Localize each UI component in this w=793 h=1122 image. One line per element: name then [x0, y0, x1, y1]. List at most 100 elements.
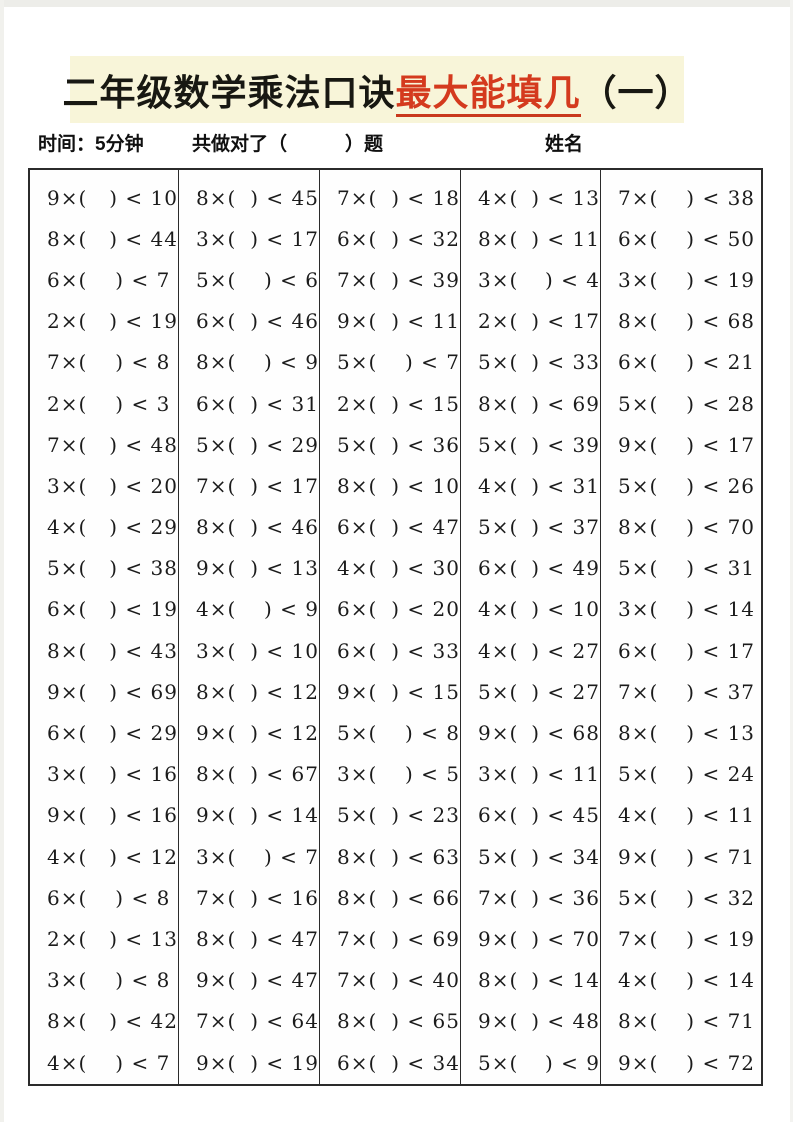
- problem-right-text: ) < 32: [391, 226, 460, 251]
- problem-left-text: 9×(: [337, 679, 378, 704]
- problem-right-text: ) < 49: [531, 556, 600, 581]
- problem-cell: 3×() < 14: [601, 589, 761, 630]
- problem-cell: 4×() < 11: [601, 795, 761, 836]
- problem-left-text: 8×(: [478, 226, 519, 251]
- problem-left-text: 3×(: [618, 267, 659, 292]
- problem-cell: 4×() < 31: [461, 465, 600, 506]
- problem-cell: 8×() < 68: [601, 301, 761, 342]
- problem-left-text: 3×(: [47, 473, 88, 498]
- problem-right-text: ) < 48: [531, 1009, 600, 1034]
- problem-right-text: ) < 38: [686, 185, 756, 210]
- problem-right-text: ) < 40: [391, 968, 460, 993]
- problem-left-text: 7×(: [618, 679, 659, 704]
- problem-right-text: ) < 15: [391, 391, 460, 416]
- problem-cell: 5×() < 8: [320, 712, 460, 753]
- problem-left-text: 7×(: [196, 885, 237, 910]
- problem-right-text: ) < 44: [109, 226, 178, 251]
- problem-cell: 3×() < 8: [30, 960, 178, 1001]
- problem-left-text: 4×(: [618, 803, 659, 828]
- problem-cell: 5×() < 27: [461, 671, 600, 712]
- problem-cell: 6×() < 19: [30, 589, 178, 630]
- problem-cell: 9×() < 19: [179, 1042, 319, 1083]
- scan-edge-top: [0, 0, 793, 7]
- problem-right-text: ) < 19: [686, 926, 756, 951]
- problem-right-text: ) < 14: [531, 968, 600, 993]
- problem-cell: 7×() < 37: [601, 671, 761, 712]
- problem-left-text: 5×(: [618, 473, 659, 498]
- problem-right-text: ) < 69: [531, 391, 600, 416]
- problem-right-text: ) < 24: [686, 762, 756, 787]
- problem-right-text: ) < 10: [391, 473, 460, 498]
- problem-left-text: 3×(: [47, 762, 88, 787]
- problem-right-text: ) < 16: [109, 762, 178, 787]
- problem-right-text: ) < 13: [109, 926, 178, 951]
- problem-left-text: 9×(: [196, 1050, 237, 1075]
- problem-cell: 9×() < 13: [179, 548, 319, 589]
- problem-right-text: ) < 28: [686, 391, 756, 416]
- problem-cell: 2×() < 15: [320, 383, 460, 424]
- problem-right-text: ) < 46: [250, 309, 319, 334]
- problem-cell: 7×() < 69: [320, 918, 460, 959]
- problem-left-text: 8×(: [196, 679, 237, 704]
- problem-left-text: 9×(: [196, 556, 237, 581]
- grid-column-3: 7×() < 18 6×() < 32 7×() < 39 9×() < 11 5×()…: [320, 170, 461, 1084]
- problem-right-text: ) < 70: [531, 926, 600, 951]
- page-title: 二年级数学乘法口诀最大能填几（一）: [62, 64, 691, 117]
- problem-left-text: 8×(: [337, 885, 378, 910]
- problem-cell: 6×() < 29: [30, 712, 178, 753]
- problem-cell: 3×() < 17: [179, 218, 319, 259]
- problem-cell: 3×( ) < 16: [30, 754, 178, 795]
- problem-cell: 8×() < 12: [179, 671, 319, 712]
- score-close-text: ）题: [345, 134, 384, 155]
- problem-left-text: 2×(: [47, 926, 88, 951]
- problem-right-text: ) < 47: [250, 926, 319, 951]
- problem-left-text: 8×(: [337, 844, 378, 869]
- problem-left-text: 6×(: [618, 226, 659, 251]
- scan-edge-right: [790, 0, 793, 1122]
- problem-right-text: ) < 12: [250, 721, 319, 746]
- problem-cell: 7×() < 18: [320, 177, 460, 218]
- problem-cell: 9×() < 69: [30, 671, 178, 712]
- problem-left-text: 3×(: [337, 762, 378, 787]
- problem-right-text: ) < 17: [531, 309, 600, 334]
- problem-left-text: 3×(: [196, 844, 237, 869]
- problem-right-text: ) < 31: [531, 473, 600, 498]
- problem-left-text: 5×(: [478, 1050, 519, 1075]
- time-label: 时间：5分钟: [38, 134, 144, 155]
- problem-left-text: 8×(: [337, 473, 378, 498]
- problem-cell: 8×() < 44: [30, 218, 178, 259]
- problem-cell: 6×() < 8: [30, 877, 178, 918]
- problem-cell: 6×() < 31: [179, 383, 319, 424]
- problem-cell: 5×() < 34: [461, 836, 600, 877]
- problem-left-text: 7×(: [618, 185, 659, 210]
- problem-right-text: ) < 33: [391, 638, 460, 663]
- problem-cell: 4×() < 9: [179, 589, 319, 630]
- problem-right-text: ) < 34: [391, 1050, 460, 1075]
- problem-cell: 7×() < 19: [601, 918, 761, 959]
- problem-left-text: 7×(: [337, 926, 378, 951]
- problem-cell: 9×() < 15: [320, 671, 460, 712]
- problem-cell: 5×() < 37: [461, 507, 600, 548]
- problem-right-text: ) < 18: [391, 185, 460, 210]
- problem-cell: 4×() < 29: [30, 507, 178, 548]
- problem-left-text: 9×(: [196, 721, 237, 746]
- problem-right-text: ) < 31: [250, 391, 319, 416]
- problem-right-text: ) < 5: [405, 762, 460, 787]
- problem-left-text: 9×(: [196, 968, 237, 993]
- problem-left-text: 4×(: [47, 515, 88, 540]
- problem-left-text: 6×(: [337, 226, 378, 251]
- problem-cell: 9×() < 17: [601, 424, 761, 465]
- problem-cell: 4×() < 14: [601, 960, 761, 1001]
- problem-cell: 8×() < 9: [179, 342, 319, 383]
- problem-left-text: 5×(: [478, 432, 519, 457]
- problem-left-text: 8×(: [47, 1009, 88, 1034]
- title-prefix: 二年级数学乘法口诀: [62, 72, 396, 113]
- problem-right-text: ) < 27: [531, 679, 600, 704]
- problem-left-text: 5×(: [196, 432, 237, 457]
- problem-left-text: 2×(: [478, 309, 519, 334]
- problem-cell: 9×() < 14: [179, 795, 319, 836]
- problem-left-text: 6×(: [337, 597, 378, 622]
- name-label: 姓名: [545, 134, 584, 155]
- problem-cell: 8×( ) < 10: [320, 465, 460, 506]
- problem-cell: 5×() < 33: [461, 342, 600, 383]
